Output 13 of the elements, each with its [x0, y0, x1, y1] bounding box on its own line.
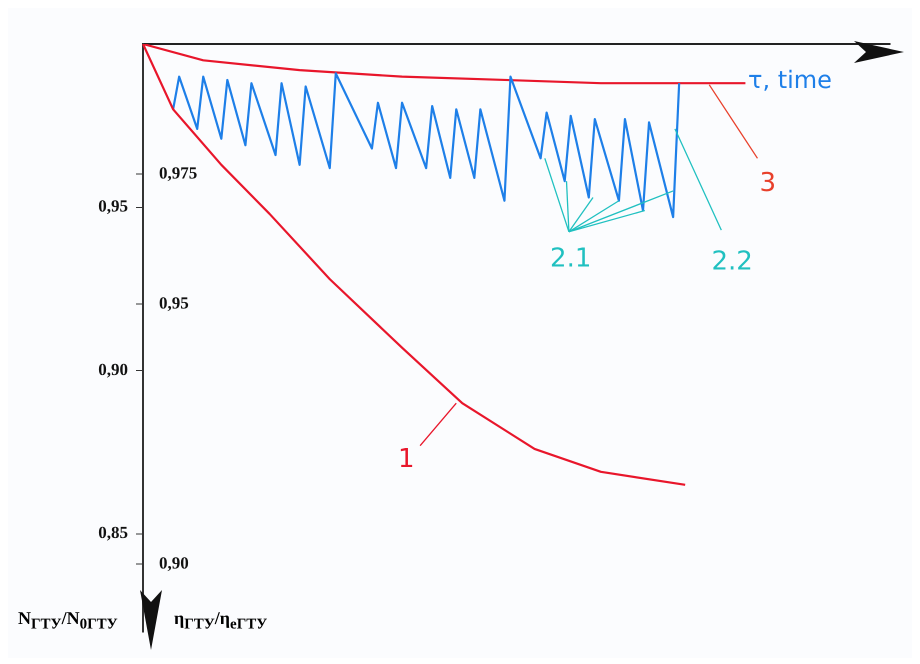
y-tick-label: 0,95: [98, 196, 128, 216]
annotation: 3: [759, 168, 776, 198]
annotation: 2.2: [711, 246, 753, 277]
y-axis-title: N$_{ГТУ}$/N$_{0ГТУ}$: [18, 608, 118, 634]
annotation: 2.1: [550, 243, 592, 274]
annotation: 1: [398, 444, 415, 474]
y-tick-label: 0,90: [98, 360, 128, 379]
y-tick-label: 0,85: [98, 523, 128, 542]
y2-tick-label: 0,90: [159, 554, 189, 573]
x-axis-title: τ, time: [748, 66, 832, 94]
y2-tick-label: 0,95: [159, 293, 189, 312]
y2-tick-label: 0,975: [159, 163, 198, 182]
y2-axis-title: η$_{ГТУ}$/η$_{eГТУ}$: [174, 608, 268, 634]
